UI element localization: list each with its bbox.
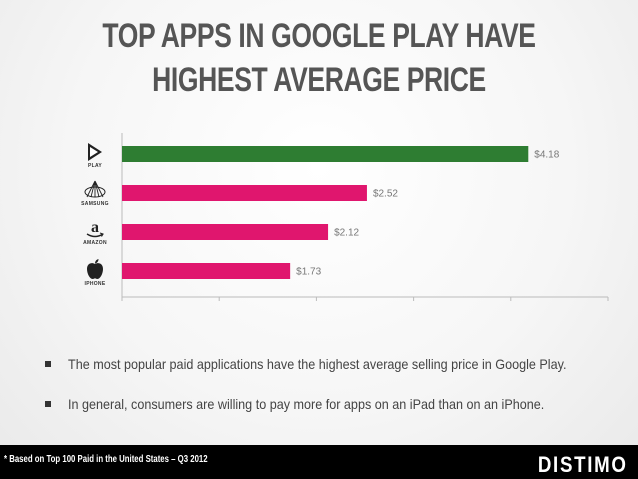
bullet-text: The most popular paid applications have … xyxy=(68,356,567,372)
bullet-item: In general, consumers are willing to pay… xyxy=(45,396,605,436)
data-label-samsung: $2.52 xyxy=(373,189,398,200)
title-line-2: HIGHEST AVERAGE PRICE xyxy=(152,61,486,99)
bar-play xyxy=(122,146,529,162)
title-line-1: TOP APPS IN GOOGLE PLAY HAVE xyxy=(102,17,536,55)
footer-bar: * Based on Top 100 Paid in the United St… xyxy=(0,445,638,479)
amazon-icon: a xyxy=(86,219,104,238)
brand-logo: DISTIMO xyxy=(538,452,628,477)
store-iphone: IPHONE xyxy=(70,258,120,287)
category-label-amazon: AMAZON xyxy=(83,240,107,246)
svg-text:a: a xyxy=(91,219,99,236)
store-samsung: SAMSUNG xyxy=(70,180,120,207)
data-label-play: $4.18 xyxy=(534,150,559,161)
bullet-text: In general, consumers are willing to pay… xyxy=(68,396,545,412)
store-amazon: a AMAZON xyxy=(70,219,120,246)
category-label-samsung: SAMSUNG xyxy=(81,201,109,207)
data-label-amazon: $2.12 xyxy=(334,228,359,239)
bullet-marker xyxy=(45,361,51,367)
key-findings: The most popular paid applications have … xyxy=(45,356,605,436)
bar-amazon xyxy=(122,224,329,240)
bar-chart: $4.18 $2.52 $2.12 $1.73 xyxy=(121,133,609,301)
footnote: * Based on Top 100 Paid in the United St… xyxy=(4,454,208,465)
category-label-iphone: IPHONE xyxy=(84,281,106,287)
store-play: PLAY xyxy=(70,142,120,169)
data-label-iphone: $1.73 xyxy=(296,267,321,278)
google-play-icon xyxy=(88,143,102,161)
samsung-icon xyxy=(84,180,106,198)
bar-iphone xyxy=(122,263,291,279)
bullet-marker xyxy=(45,401,51,407)
chart-title: TOP APPS IN GOOGLE PLAY HAVE HIGHEST AVE… xyxy=(70,14,568,102)
category-label-play: PLAY xyxy=(87,163,103,169)
apple-icon xyxy=(87,259,103,279)
bar-samsung xyxy=(122,185,367,201)
bullet-item: The most popular paid applications have … xyxy=(45,356,605,396)
